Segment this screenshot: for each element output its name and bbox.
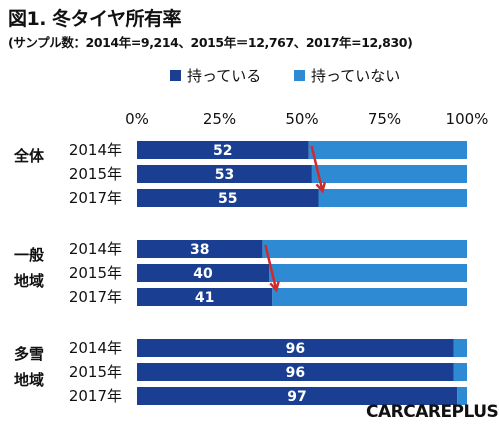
legend-label-1: 持っている	[187, 67, 261, 85]
trend-arrow-general-line	[264, 244, 278, 291]
group-label: 地域	[14, 272, 44, 290]
bar-not-have	[457, 387, 467, 405]
x-tick-label: 50%	[285, 110, 318, 128]
year-label: 2014年	[69, 141, 122, 159]
group-label: 全体	[13, 147, 45, 165]
legend-swatch-1	[170, 70, 181, 81]
bar-have	[137, 189, 319, 207]
data-label: 40	[193, 266, 213, 282]
year-label: 2017年	[69, 387, 122, 405]
bar-not-have	[308, 141, 467, 159]
chart-subtitle: (サンプル数：2014年=9,214、2015年＝12,767、2017年=12…	[8, 35, 413, 50]
data-label: 53	[215, 167, 234, 183]
trend-arrow-overall-line	[310, 145, 324, 192]
trend-arrow-general-head	[269, 280, 280, 293]
data-label: 55	[218, 191, 237, 207]
year-label: 2014年	[69, 240, 122, 258]
x-tick-label: 75%	[368, 110, 401, 128]
bar-have	[137, 387, 458, 405]
year-label: 2015年	[69, 165, 122, 183]
bar-have	[137, 288, 273, 306]
x-tick-label: 100%	[446, 110, 489, 128]
x-tick-label: 25%	[203, 110, 236, 128]
logo-text: CARCAREPLUS	[366, 402, 499, 422]
data-label: 96	[286, 341, 305, 357]
bar-not-have	[453, 363, 467, 381]
bar-not-have	[311, 165, 467, 183]
year-label: 2017年	[69, 189, 122, 207]
year-label: 2017年	[69, 288, 122, 306]
data-label: 52	[213, 143, 232, 159]
carcareplus-logo: CARCAREPLUS	[366, 402, 499, 422]
year-label: 2015年	[69, 363, 122, 381]
x-tick-label: 0%	[125, 110, 149, 128]
bar-have	[137, 264, 269, 282]
year-label: 2014年	[69, 339, 122, 357]
legend-swatch-2	[294, 70, 305, 81]
legend-label-2: 持っていない	[311, 67, 400, 85]
bar-not-have	[318, 189, 467, 207]
chart-title: 図1. 冬タイヤ所有率	[8, 8, 181, 30]
bar-have	[137, 141, 309, 159]
bar-not-have	[272, 288, 467, 306]
data-label: 41	[195, 290, 214, 306]
bar-have	[137, 363, 454, 381]
bar-have	[137, 165, 312, 183]
bar-not-have	[262, 240, 467, 258]
data-label: 38	[190, 242, 209, 258]
year-label: 2015年	[69, 264, 122, 282]
bar-not-have	[453, 339, 467, 357]
data-label: 97	[287, 389, 306, 405]
bar-not-have	[269, 264, 467, 282]
bar-have	[137, 339, 454, 357]
trend-arrow-overall-head	[315, 181, 327, 194]
group-label: 一般	[14, 246, 44, 264]
group-label: 地域	[14, 371, 44, 389]
bar-have	[137, 240, 263, 258]
data-label: 96	[286, 365, 305, 381]
group-label: 多雪	[14, 345, 44, 363]
